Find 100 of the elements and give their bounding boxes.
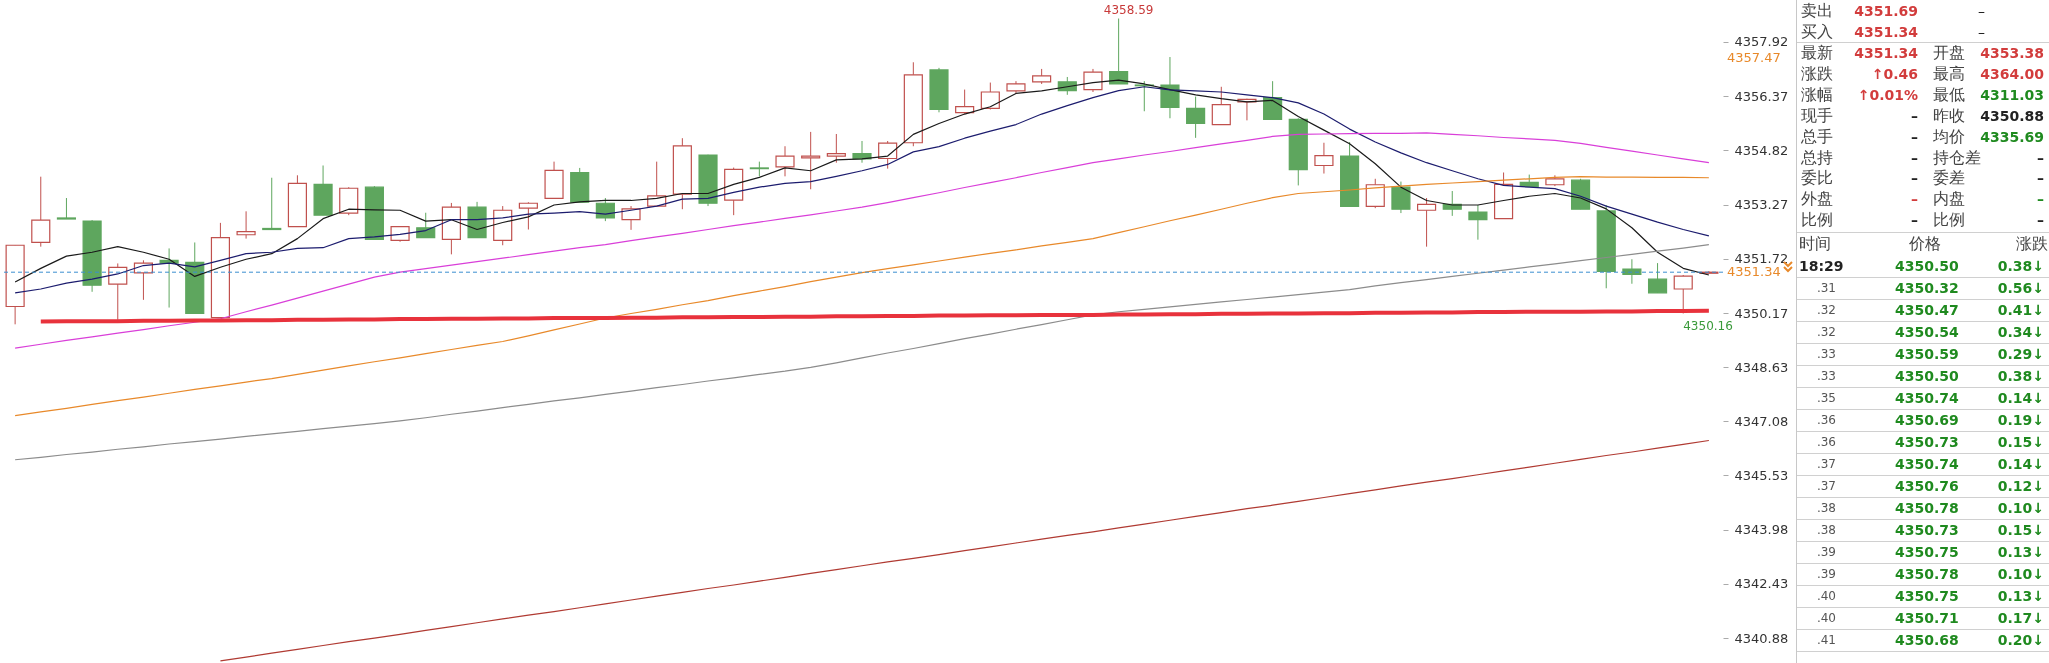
text: 买入 [1801, 22, 1833, 42]
text: ↑0.01% [1857, 85, 1918, 105]
text: 4350.59 [1895, 345, 1959, 364]
text: .35 [1816, 390, 1836, 407]
text: 总手 [1801, 126, 1833, 147]
text: 0.13↓ [1997, 543, 2044, 562]
candlestick [1263, 80, 1283, 120]
text: 涨幅 [1801, 84, 1833, 105]
candlestick [108, 262, 128, 321]
text: 4350.73 [1895, 433, 1959, 452]
text: – [1911, 190, 1918, 210]
candlestick [1160, 56, 1180, 119]
text: .36 [1816, 412, 1836, 429]
text: 0.15↓ [1997, 433, 2044, 452]
text: – [1911, 148, 1918, 168]
text: 4350.74 [1895, 389, 1959, 408]
text: .32 [1816, 324, 1836, 341]
y-tick-label: 4354.82 [1734, 142, 1789, 158]
text: 4350.74 [1895, 455, 1959, 474]
text: – [2037, 148, 2044, 168]
y-tick-label: 4353.27 [1734, 197, 1789, 213]
text: 0.41↓ [1997, 301, 2044, 320]
text: 现手 [1801, 105, 1833, 126]
ref-line-label: 4351.34 [1727, 264, 1781, 280]
text: .39 [1816, 544, 1836, 561]
annotation: 4358.59 [1103, 2, 1154, 17]
candlestick [31, 176, 51, 248]
text: 价格 [1909, 234, 1941, 254]
text: 涨跌 [2016, 234, 2048, 254]
candlestick [1365, 178, 1385, 209]
candlestick [56, 197, 77, 220]
text: 4335.69 [1980, 127, 2044, 147]
text: 时间 [1799, 234, 1831, 254]
text: .36 [1816, 434, 1836, 451]
candlestick [955, 89, 975, 115]
candlestick [1109, 18, 1129, 85]
text: 0.38↓ [1997, 367, 2044, 386]
text: 4357.47 [1727, 50, 1781, 66]
text: 4351.34 [1854, 23, 1918, 42]
text: 0.17↓ [1997, 609, 2044, 628]
text: 0.12↓ [1997, 477, 2044, 496]
text: 总持 [1801, 147, 1833, 168]
y-tick-label: 4357.92 [1734, 34, 1789, 50]
text: – [1978, 23, 1985, 42]
text: 0.34↓ [1997, 323, 2044, 342]
candlestick [1314, 142, 1334, 175]
text: 0.19↓ [1997, 411, 2044, 430]
y-tick-label: 4350.17 [1734, 305, 1789, 321]
text: .33 [1816, 346, 1836, 363]
text: 0.14↓ [1997, 455, 2044, 474]
text: 4353.38 [1980, 44, 2044, 63]
text: – [1911, 106, 1918, 126]
text: 委差 [1933, 168, 1965, 189]
text: .32 [1816, 302, 1836, 319]
text: .40 [1816, 588, 1836, 605]
candlestick [1391, 181, 1411, 214]
text: 0.20↓ [1997, 631, 2044, 650]
text: 最新 [1801, 43, 1833, 63]
text: 持仓差 [1933, 147, 1981, 168]
text: .37 [1816, 478, 1836, 495]
text: – [1978, 2, 1985, 21]
text: 0.38↓ [1997, 257, 2044, 276]
text: 4350.88 [1980, 106, 2044, 126]
text: 4350.78 [1895, 565, 1959, 584]
text: .37 [1816, 456, 1836, 473]
text: 18:29 [1799, 257, 1844, 276]
text: 外盘 [1801, 189, 1833, 210]
text: 开盘 [1933, 43, 1965, 63]
text: 0.14↓ [1997, 389, 2044, 408]
text: 均价 [1933, 126, 1965, 147]
text: 4350.75 [1895, 543, 1959, 562]
annotation: 4350.16 [1683, 319, 1733, 334]
y-tick-label: 4356.37 [1734, 88, 1789, 104]
text: 0.15↓ [1997, 521, 2044, 540]
candlestick [826, 133, 846, 164]
candlestick [775, 145, 795, 177]
text: .41 [1816, 632, 1836, 649]
candlestick [1186, 96, 1206, 139]
candlestick [1083, 68, 1103, 93]
text: – [2037, 169, 2044, 189]
text: 0.56↓ [1997, 279, 2044, 298]
candlestick [262, 177, 282, 231]
text: 卖出 [1801, 1, 1833, 21]
text: ↑0.46 [1871, 64, 1918, 84]
y-tick-label: 4345.53 [1734, 467, 1789, 483]
text: .39 [1816, 566, 1836, 583]
y-tick-label: 4351.72 [1734, 251, 1789, 267]
text: .38 [1816, 500, 1836, 517]
text: 0.13↓ [1997, 587, 2044, 606]
text: .40 [1816, 610, 1836, 627]
y-tick-label: 4340.88 [1734, 630, 1789, 646]
candlestick [518, 201, 538, 231]
candlestick [1417, 197, 1437, 248]
text: 4350.68 [1895, 631, 1959, 650]
text: 4350.32 [1895, 279, 1959, 298]
text: 4351.69 [1854, 2, 1918, 21]
candlestick [801, 131, 821, 190]
text: 0.10↓ [1997, 499, 2044, 518]
text: 比例 [1933, 210, 1965, 231]
text: 4364.00 [1980, 64, 2044, 84]
